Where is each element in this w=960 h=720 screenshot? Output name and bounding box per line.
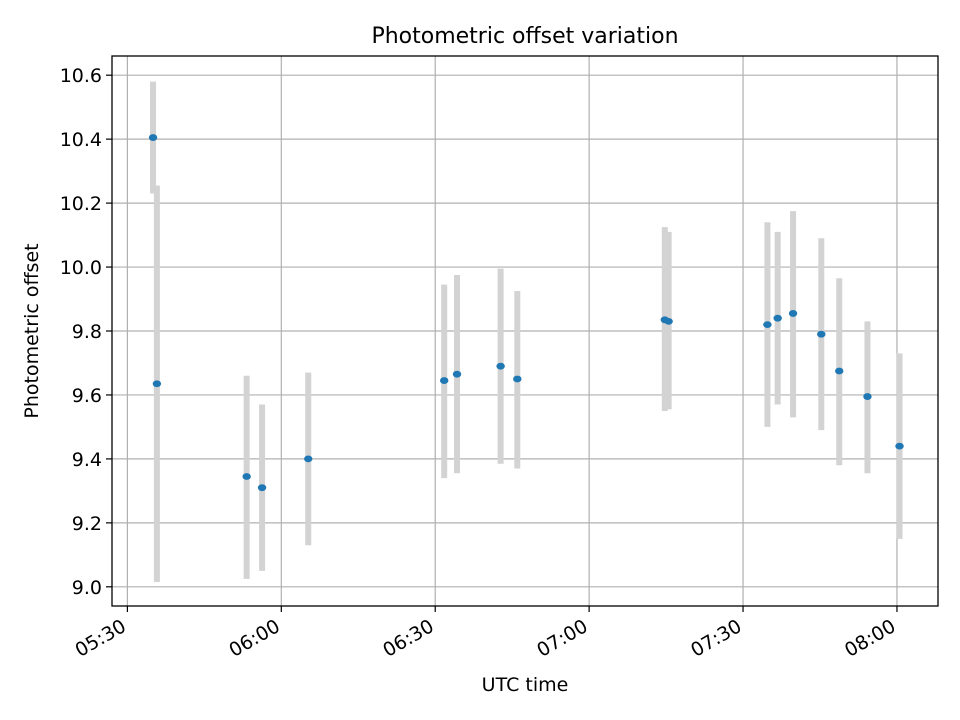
data-point bbox=[257, 484, 267, 492]
y-tick-label: 9.2 bbox=[72, 513, 102, 535]
chart-title: Photometric offset variation bbox=[371, 24, 678, 49]
x-axis-label: UTC time bbox=[482, 674, 569, 696]
y-tick-label: 9.6 bbox=[72, 385, 102, 407]
marker-series bbox=[148, 134, 904, 492]
y-tick-label: 10.0 bbox=[60, 257, 102, 279]
data-point bbox=[452, 370, 462, 378]
data-point bbox=[148, 134, 158, 141]
y-tick-label: 10.2 bbox=[60, 193, 102, 215]
data-point bbox=[773, 314, 782, 322]
y-axis-ticks: 9.0 9.2 9.4 9.6 9.8 10.0 10.2 10.4 10.6 bbox=[60, 65, 112, 599]
y-tick-label: 10.6 bbox=[60, 65, 102, 87]
data-point bbox=[895, 442, 904, 450]
grid-lines bbox=[112, 56, 938, 606]
data-point bbox=[788, 310, 798, 317]
data-point bbox=[439, 377, 449, 384]
y-axis-label: Photometric offset bbox=[21, 243, 43, 418]
data-point bbox=[242, 473, 251, 480]
y-tick-label: 10.4 bbox=[60, 129, 102, 151]
data-point bbox=[513, 375, 522, 383]
data-point bbox=[863, 393, 872, 400]
data-point bbox=[664, 318, 673, 325]
data-point bbox=[835, 367, 844, 375]
y-tick-label: 9.8 bbox=[72, 321, 102, 343]
y-tick-label: 9.4 bbox=[72, 449, 102, 471]
y-tick-label: 9.0 bbox=[72, 577, 102, 599]
data-point bbox=[496, 362, 505, 370]
data-point bbox=[817, 330, 826, 338]
data-point bbox=[304, 455, 313, 463]
data-point bbox=[152, 380, 162, 388]
data-point bbox=[763, 321, 772, 329]
